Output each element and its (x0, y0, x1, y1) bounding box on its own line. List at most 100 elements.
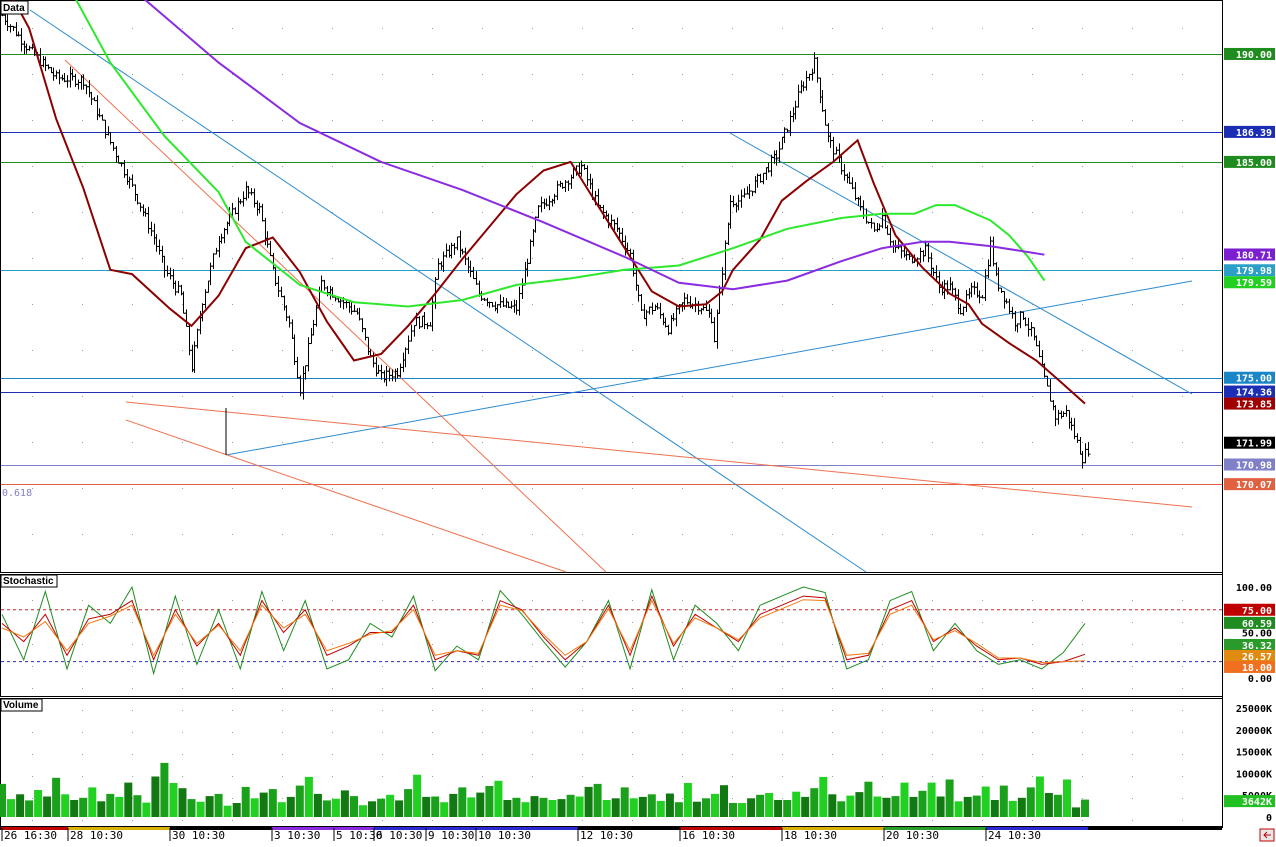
price-grid (32, 28, 1183, 535)
grid-dot (532, 120, 533, 121)
volume-bar (665, 793, 674, 817)
grid-dot (982, 350, 983, 351)
grid-dot (732, 304, 733, 305)
grid-dot (532, 710, 533, 711)
grid-dot (532, 304, 533, 305)
grid-dot (82, 776, 83, 777)
grid-dot (532, 488, 533, 489)
grid-dot (732, 622, 733, 623)
trendline-red-3[interactable] (125, 419, 567, 573)
grid-dot (832, 350, 833, 351)
grid-dot (932, 258, 933, 259)
volume-tick-0: 25000K (1236, 704, 1272, 715)
volume-bar (909, 796, 918, 817)
grid-dot (832, 396, 833, 397)
grid-dot (1182, 304, 1183, 305)
volume-bar (729, 803, 737, 817)
grid-dot (482, 442, 483, 443)
grid-dot (232, 710, 233, 711)
grid-dot (432, 776, 433, 777)
time-label-10: 18 10:30 (784, 829, 837, 842)
trendline-red-2[interactable] (125, 401, 1193, 508)
grid-dot (882, 28, 883, 29)
grid-dot (482, 304, 483, 305)
price-axis-area[interactable] (1222, 0, 1276, 842)
grid-dot (482, 666, 483, 667)
grid-dot (1182, 120, 1183, 121)
price-label-2: 185.00 (1224, 155, 1275, 169)
stochastic-label-4: 18.00 (1224, 660, 1275, 674)
grid-dot (782, 212, 783, 213)
grid-dot (632, 28, 633, 29)
grid-dot (582, 622, 583, 623)
trendline-blue-down-1[interactable] (29, 9, 867, 573)
grid-dot (782, 442, 783, 443)
grid-dot (1132, 710, 1133, 711)
time-label-4: 5 10:30 (336, 829, 382, 842)
scroll-button[interactable] (1259, 828, 1275, 842)
grid-dot (732, 442, 733, 443)
grid-dot (182, 74, 183, 75)
grid-dot (332, 776, 333, 777)
grid-dot (682, 166, 683, 167)
grid-dot (932, 28, 933, 29)
grid-dot (882, 710, 883, 711)
volume-bar (1063, 779, 1071, 817)
volume-bar (43, 796, 52, 817)
stochastic-panel[interactable] (0, 574, 1223, 697)
grid-dot (732, 28, 733, 29)
grid-dot (932, 732, 933, 733)
grid-dot (782, 776, 783, 777)
trendline-blue-up[interactable] (225, 280, 1193, 456)
grid-dot (832, 732, 833, 733)
grid-dot (482, 212, 483, 213)
price-label-1: 186.39 (1224, 125, 1275, 139)
grid-dot (332, 622, 333, 623)
trendline-blue-down-2[interactable] (729, 132, 1193, 395)
grid-dot (32, 120, 33, 121)
grid-dot (732, 644, 733, 645)
grid-dot (482, 488, 483, 489)
grid-dot (482, 754, 483, 755)
price-title-box (0, 0, 29, 15)
grid-dot (432, 534, 433, 535)
volume-bar (70, 800, 79, 817)
grid-dot (232, 600, 233, 601)
price-label-8: 173.85 (1224, 397, 1275, 411)
volume-bar (774, 800, 783, 817)
grid-dot (582, 710, 583, 711)
grid-dot (1032, 622, 1033, 623)
grid-dot (332, 488, 333, 489)
grid-dot (1182, 212, 1183, 213)
time-axis[interactable]: 26 16:30 28 10:30 30 10:30 3 10:30 5 10:306 … (0, 827, 1222, 842)
volume-bar (205, 796, 214, 817)
grid-dot (1082, 710, 1083, 711)
grid-dot (482, 534, 483, 535)
grid-dot (382, 488, 383, 489)
grid-dot (432, 28, 433, 29)
fib-label: 0.618 (2, 488, 32, 499)
grid-dot (982, 28, 983, 29)
grid-dot (182, 820, 183, 821)
volume-bar (88, 787, 97, 817)
price-label-0: 190.00 (1224, 47, 1275, 61)
grid-dot (432, 688, 433, 689)
grid-dot (932, 710, 933, 711)
grid-dot (882, 732, 883, 733)
volume-bar (286, 796, 295, 817)
svg-text:174.36: 174.36 (1236, 388, 1272, 399)
price-panel[interactable] (0, 0, 1223, 573)
grid-dot (382, 396, 383, 397)
stochastic-label-2: 36.32 (1224, 638, 1275, 652)
volume-bar (295, 785, 304, 817)
volume-bar (972, 795, 981, 817)
grid-dot (132, 820, 133, 821)
grid-dot (832, 74, 833, 75)
volume-bar (124, 782, 133, 817)
trend-lines[interactable] (29, 9, 1193, 573)
time-label-0: 26 16:30 (4, 829, 57, 842)
grid-dot (132, 350, 133, 351)
grid-dot (1082, 212, 1083, 213)
volume-bar (277, 802, 286, 817)
trendline-red-1[interactable] (64, 59, 607, 573)
